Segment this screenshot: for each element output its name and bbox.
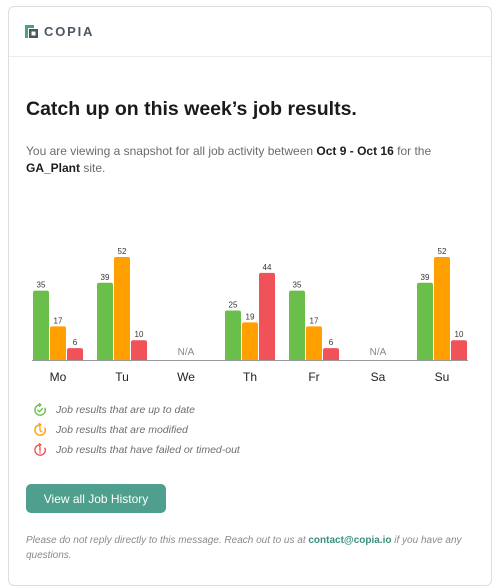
error-circle-icon xyxy=(34,443,47,456)
legend-label: Job results that have failed or timed-ou… xyxy=(56,444,240,456)
legend-item-modified: Job results that are modified xyxy=(33,420,240,440)
legend-label: Job results that are modified xyxy=(56,424,188,436)
intro-prefix: You are viewing a snapshot for all job a… xyxy=(26,144,317,158)
legend-label: Job results that are up to date xyxy=(56,404,195,416)
footer-prefix: Please do not reply directly to this mes… xyxy=(26,535,309,546)
edit-circle-icon xyxy=(34,423,47,436)
legend-item-up-to-date: Job results that are up to date xyxy=(33,400,240,420)
site-name: GA_Plant xyxy=(26,161,81,175)
date-range: Oct 9 - Oct 16 xyxy=(316,144,394,158)
check-circle-icon xyxy=(34,403,47,416)
legend-item-failed: Job results that have failed or timed-ou… xyxy=(33,440,240,460)
chart-legend: Job results that are up to date Job resu… xyxy=(33,400,240,460)
header-divider xyxy=(9,56,491,57)
intro-suffix: site. xyxy=(80,161,106,175)
page-title: Catch up on this week’s job results. xyxy=(26,98,357,120)
brand-name: COPIA xyxy=(44,24,95,39)
copia-logo: COPIA xyxy=(25,24,94,39)
footer-suffix: if you have any questions. xyxy=(26,535,462,561)
footer-note: Please do not reply directly to this mes… xyxy=(26,533,476,563)
contact-email-link[interactable]: contact@copia.io xyxy=(308,535,392,546)
view-job-history-button[interactable]: View all Job History xyxy=(26,484,166,513)
intro-text: You are viewing a snapshot for all job a… xyxy=(26,143,466,177)
intro-middle: for the xyxy=(393,144,432,158)
copia-logo-icon xyxy=(25,25,38,38)
